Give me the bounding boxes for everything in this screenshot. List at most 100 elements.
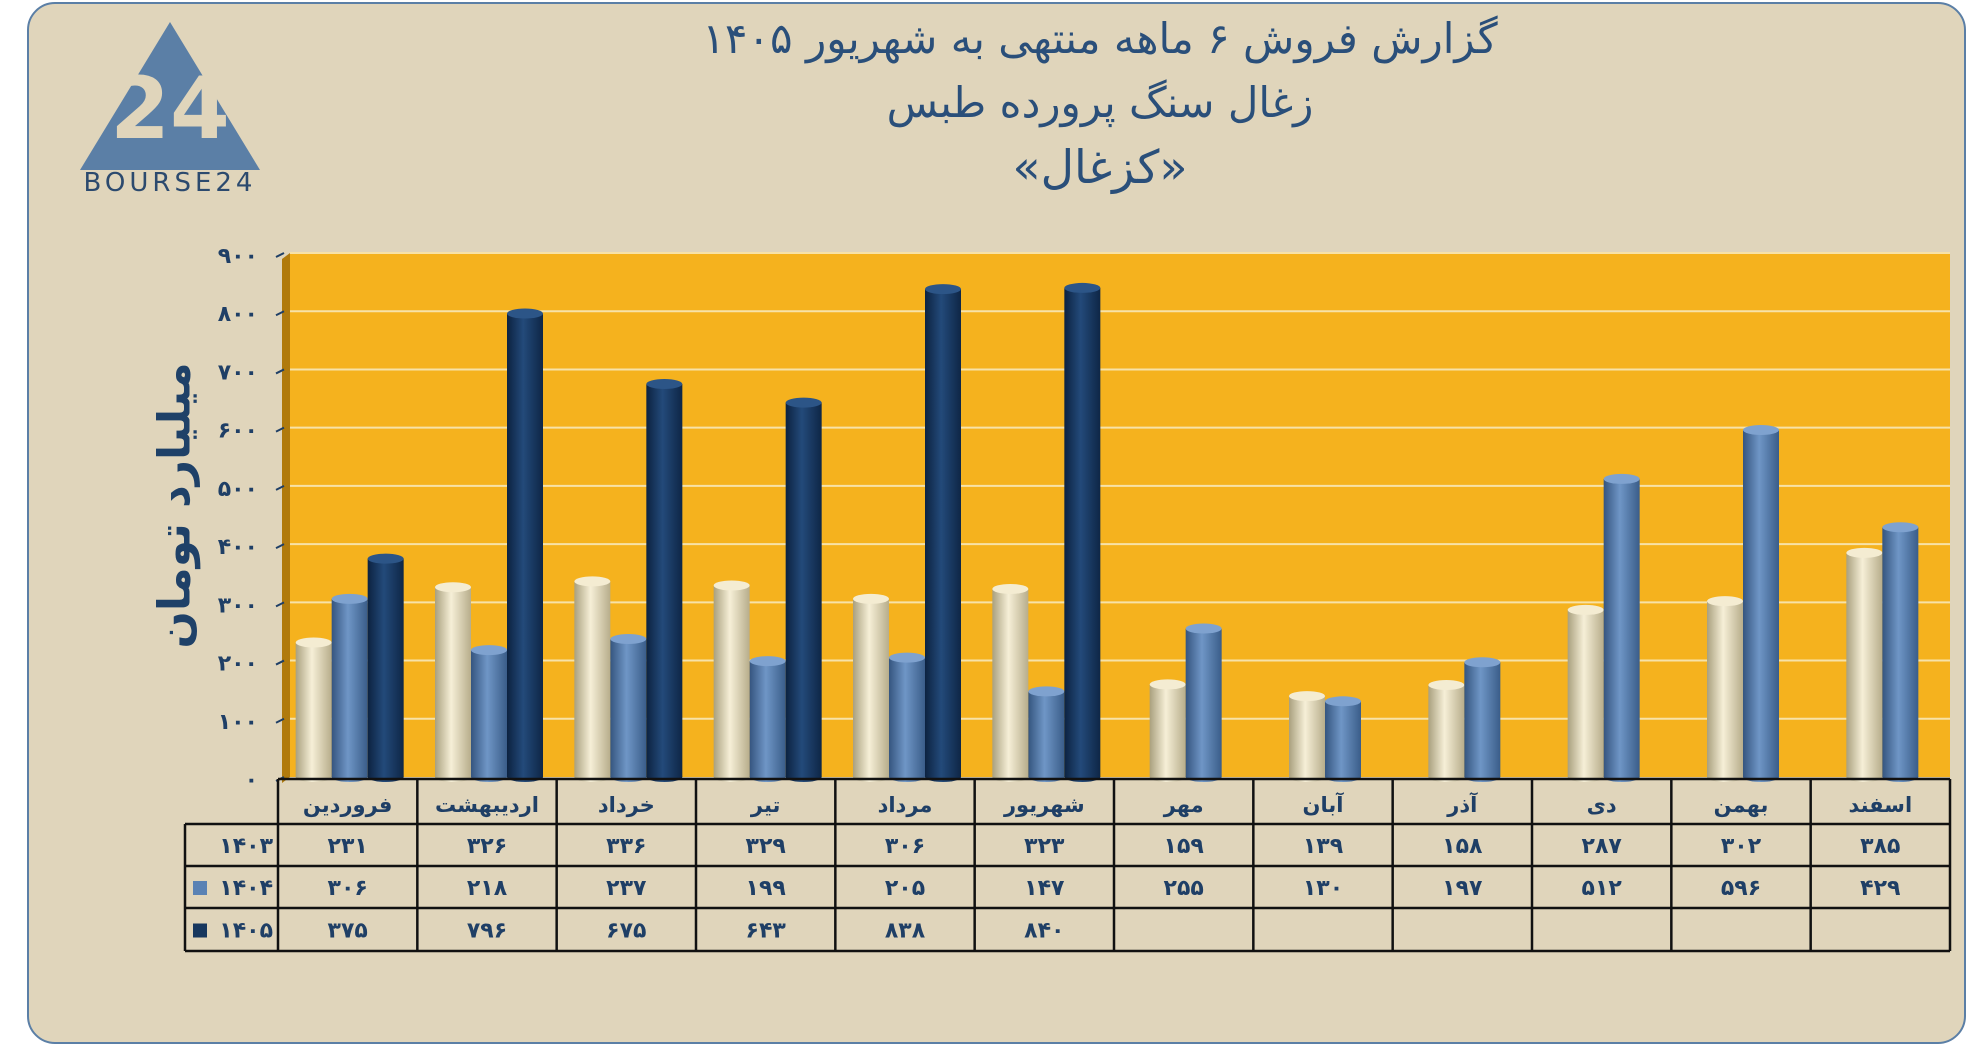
report-subtitle: زغال سنگ پرورده طبس bbox=[886, 78, 1314, 127]
bar-base bbox=[925, 772, 961, 782]
table-value-cell: ۳۰۶ bbox=[328, 876, 368, 901]
bar-top bbox=[713, 580, 750, 591]
bar-body bbox=[1603, 478, 1640, 777]
bar-body bbox=[1185, 628, 1222, 777]
table-value-cell: ۴۲۹ bbox=[1860, 876, 1900, 901]
bar-body bbox=[646, 384, 683, 777]
bar-base bbox=[507, 772, 543, 782]
table-value-cell: ۳۸۵ bbox=[1860, 834, 1900, 859]
table-value-cell: ۱۹۹ bbox=[746, 876, 786, 901]
bar-body bbox=[1064, 287, 1101, 777]
series-name: ۱۴۰۳ bbox=[219, 834, 273, 859]
y-tick-mark bbox=[275, 368, 285, 375]
table-value-cell: ۸۴۰ bbox=[1024, 919, 1064, 944]
bar bbox=[1846, 547, 1883, 782]
bar-base bbox=[1707, 772, 1743, 782]
bar-top bbox=[925, 284, 961, 295]
bar-base bbox=[1289, 772, 1325, 782]
plot-area bbox=[282, 253, 1950, 783]
y-tick-mark bbox=[275, 252, 285, 258]
bar-body bbox=[853, 598, 889, 777]
table-header-cell: مرداد bbox=[878, 793, 933, 817]
table-value-cell: ۲۰۵ bbox=[885, 876, 925, 901]
bar bbox=[610, 634, 647, 782]
bar bbox=[925, 284, 961, 782]
bourse24-logo: 24 bbox=[80, 22, 260, 170]
table-value-cell: ۳۲۹ bbox=[746, 834, 786, 859]
bar-body bbox=[507, 313, 543, 777]
bar bbox=[1325, 696, 1361, 782]
bar-base bbox=[471, 772, 507, 782]
y-tick-mark bbox=[275, 484, 285, 491]
bar-body bbox=[785, 402, 822, 777]
bar bbox=[295, 637, 332, 782]
table-header-cell: بهمن bbox=[1714, 793, 1769, 817]
bar bbox=[1567, 604, 1604, 782]
bar bbox=[435, 582, 471, 782]
bar-body bbox=[367, 558, 404, 777]
y-axis-ticks: ۰ ۱۰۰ ۲۰۰ ۳۰۰ ۴۰۰ ۵۰۰ ۶۰۰ ۷۰۰ ۸۰۰ ۹۰۰ bbox=[218, 244, 258, 793]
bar bbox=[749, 656, 786, 782]
y-tick-label: ۸۰۰ bbox=[218, 302, 258, 327]
bar-base bbox=[1149, 772, 1186, 782]
table-header-cell: دی bbox=[1587, 793, 1617, 817]
bar-top bbox=[507, 308, 543, 319]
bar-base bbox=[1064, 772, 1101, 782]
table-value-cell: ۵۱۲ bbox=[1582, 876, 1623, 901]
bar-top bbox=[1064, 282, 1101, 293]
table-value-cell: ۱۳۹ bbox=[1303, 834, 1343, 859]
bar-body bbox=[749, 661, 786, 777]
bar bbox=[471, 645, 507, 782]
data-table: فروردین اردیبهشت خرداد تیر مرداد شهریور مهر آبا… bbox=[183, 777, 1952, 953]
legend-swatch bbox=[193, 923, 207, 938]
report-title: گزارش فروش ۶ ماهه منتهی به شهریور ۱۴۰۵ bbox=[702, 14, 1498, 63]
y-tick-label: ۴۰۰ bbox=[218, 535, 258, 560]
bar-top bbox=[1289, 691, 1325, 702]
plot-side-wall bbox=[282, 253, 290, 783]
bar-top bbox=[574, 576, 611, 587]
bar-base bbox=[331, 772, 368, 782]
table-header-cell: تیر bbox=[750, 793, 781, 817]
bar-top bbox=[1846, 547, 1883, 558]
bar bbox=[646, 379, 683, 782]
bar-base bbox=[1325, 772, 1361, 782]
bar-body bbox=[435, 587, 471, 777]
logo-mark: 24 bbox=[110, 59, 230, 159]
y-tick-label: ۷۰۰ bbox=[218, 360, 258, 385]
bar bbox=[853, 593, 889, 782]
bar-base bbox=[1743, 772, 1779, 782]
bar bbox=[1707, 596, 1743, 782]
bar-base bbox=[889, 772, 925, 782]
table-value-cell: ۸۳۸ bbox=[885, 919, 926, 944]
bar-base bbox=[853, 772, 889, 782]
bar-base bbox=[610, 772, 647, 782]
y-tick-mark bbox=[275, 310, 285, 317]
table-header-cell: اسفند bbox=[1848, 793, 1912, 817]
bar-base bbox=[435, 772, 471, 782]
bar-body bbox=[574, 581, 611, 777]
bar bbox=[785, 397, 822, 782]
bar-base bbox=[574, 772, 611, 782]
y-tick-label: ۵۰۰ bbox=[218, 477, 258, 502]
bar-body bbox=[889, 657, 925, 777]
bar bbox=[1185, 623, 1222, 782]
bar-body bbox=[295, 642, 332, 777]
bar-top bbox=[785, 397, 822, 408]
bar-base bbox=[749, 772, 786, 782]
bar-body bbox=[1846, 552, 1883, 777]
bar-body bbox=[610, 639, 647, 777]
bar-top bbox=[471, 645, 507, 656]
table-value-cell: ۳۰۲ bbox=[1721, 834, 1762, 859]
bar-top bbox=[295, 637, 332, 648]
bar bbox=[507, 308, 543, 782]
table-value-cell: ۶۴۳ bbox=[746, 919, 787, 944]
y-tick-mark bbox=[275, 601, 285, 608]
table-value-cell: ۲۳۱ bbox=[328, 834, 368, 859]
bar-top bbox=[1707, 596, 1743, 607]
bar-top bbox=[853, 593, 889, 604]
bar-body bbox=[1567, 609, 1604, 777]
y-tick-mark bbox=[275, 543, 285, 550]
y-tick-label: ۲۰۰ bbox=[218, 652, 258, 677]
bar-body bbox=[925, 289, 961, 777]
